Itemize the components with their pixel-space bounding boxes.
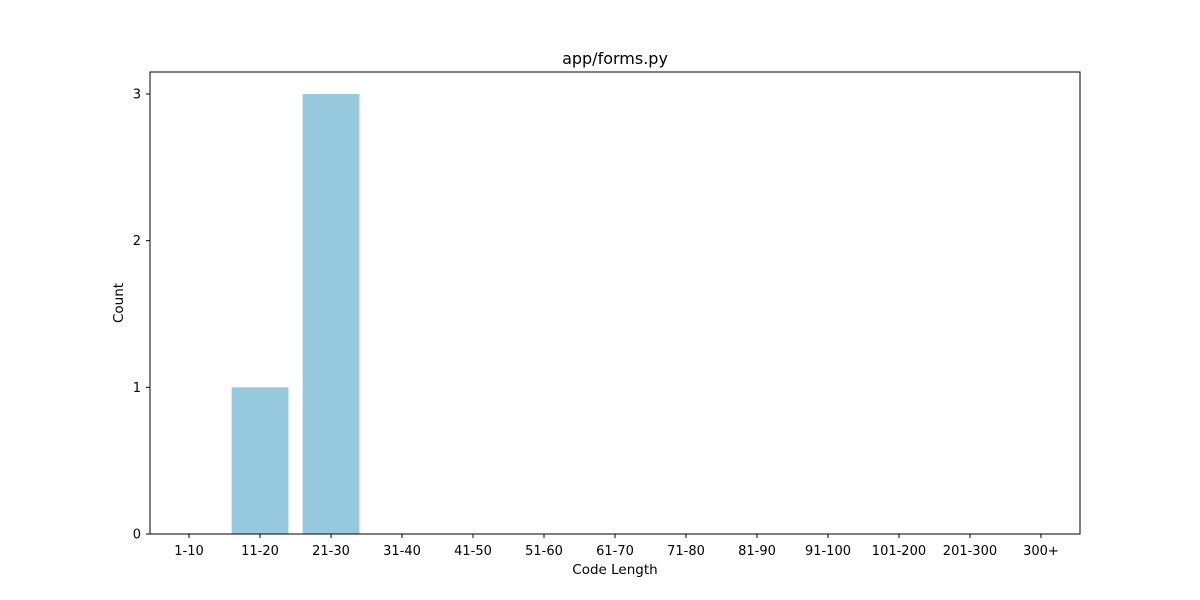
x-tick-label: 61-70 [596,544,634,559]
x-axis-label: Code Length [572,562,657,578]
x-tick-label: 81-90 [738,544,776,559]
y-tick-label: 2 [133,234,141,249]
x-tick-label: 91-100 [805,544,851,559]
bars-layer [231,94,360,534]
plot-area-frame [149,71,1081,535]
x-tick-label: 41-50 [454,544,492,559]
bar-21-30 [302,94,360,534]
x-tick-label: 51-60 [525,544,563,559]
x-tick-label: 11-20 [241,544,279,559]
y-tick-label: 3 [133,88,141,103]
x-tick-label: 31-40 [383,544,421,559]
x-axis: 1-10 11-20 21-30 31-40 41-50 51-60 61-70 71-80 8… [174,534,1059,559]
x-tick-label: 300+ [1023,544,1059,559]
y-axis-label: Count [111,283,127,323]
x-tick-label: 101-200 [872,544,926,559]
x-tick-label: 201-300 [943,544,997,559]
x-tick-label: 21-30 [312,544,350,559]
y-axis: 0 1 2 3 [133,88,150,543]
y-tick-label: 0 [133,528,141,543]
y-tick-label: 1 [133,381,141,396]
chart-title: app/forms.py [562,49,668,68]
bar-11-20 [231,387,289,534]
x-tick-label: 71-80 [667,544,705,559]
x-tick-label: 1-10 [174,544,204,559]
